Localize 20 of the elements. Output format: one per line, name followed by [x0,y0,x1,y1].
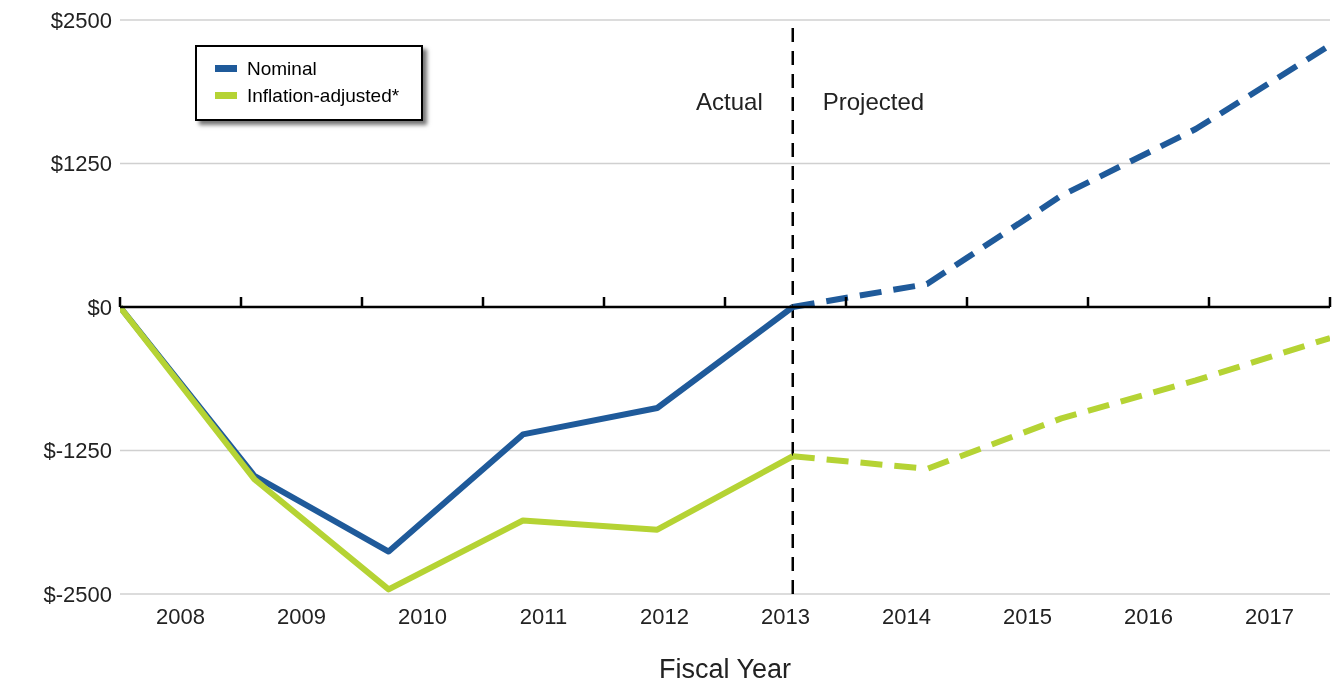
annotation: Projected [822,88,925,115]
x-tick-label: 2010 [398,604,447,629]
x-tick-label: 2009 [277,604,326,629]
y-tick-label: $0 [87,294,112,320]
x-tick-label: 2016 [1124,604,1173,629]
x-tick-label: 2012 [640,604,689,629]
x-tick-label: 2011 [519,604,568,629]
x-tick-label: 2013 [761,604,810,629]
x-tick-label: 2014 [882,604,931,629]
x-tick-label: 2015 [1003,604,1052,629]
legend-label: Inflation-adjusted* [247,84,400,108]
x-tick-label: 2008 [156,604,205,629]
y-tick-label: $-1250 [43,438,112,464]
y-tick-label: $-2500 [43,581,112,607]
x-axis-title: Fiscal Year [658,654,792,684]
annotation: Actual [696,88,763,115]
x-tick-label: 2017 [1245,604,1294,629]
legend-label: Nominal [247,57,317,81]
y-tick-label: $2500 [50,7,112,33]
y-tick-label: $1250 [50,151,112,177]
